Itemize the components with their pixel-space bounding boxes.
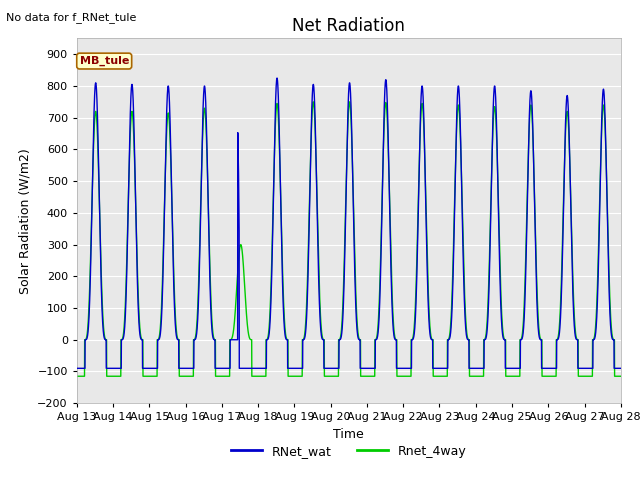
Text: No data for f_RNet_tule: No data for f_RNet_tule — [6, 12, 137, 23]
X-axis label: Time: Time — [333, 428, 364, 441]
Y-axis label: Solar Radiation (W/m2): Solar Radiation (W/m2) — [19, 148, 32, 294]
Legend: RNet_wat, Rnet_4way: RNet_wat, Rnet_4way — [226, 440, 472, 463]
Text: MB_tule: MB_tule — [79, 56, 129, 66]
Title: Net Radiation: Net Radiation — [292, 17, 405, 36]
